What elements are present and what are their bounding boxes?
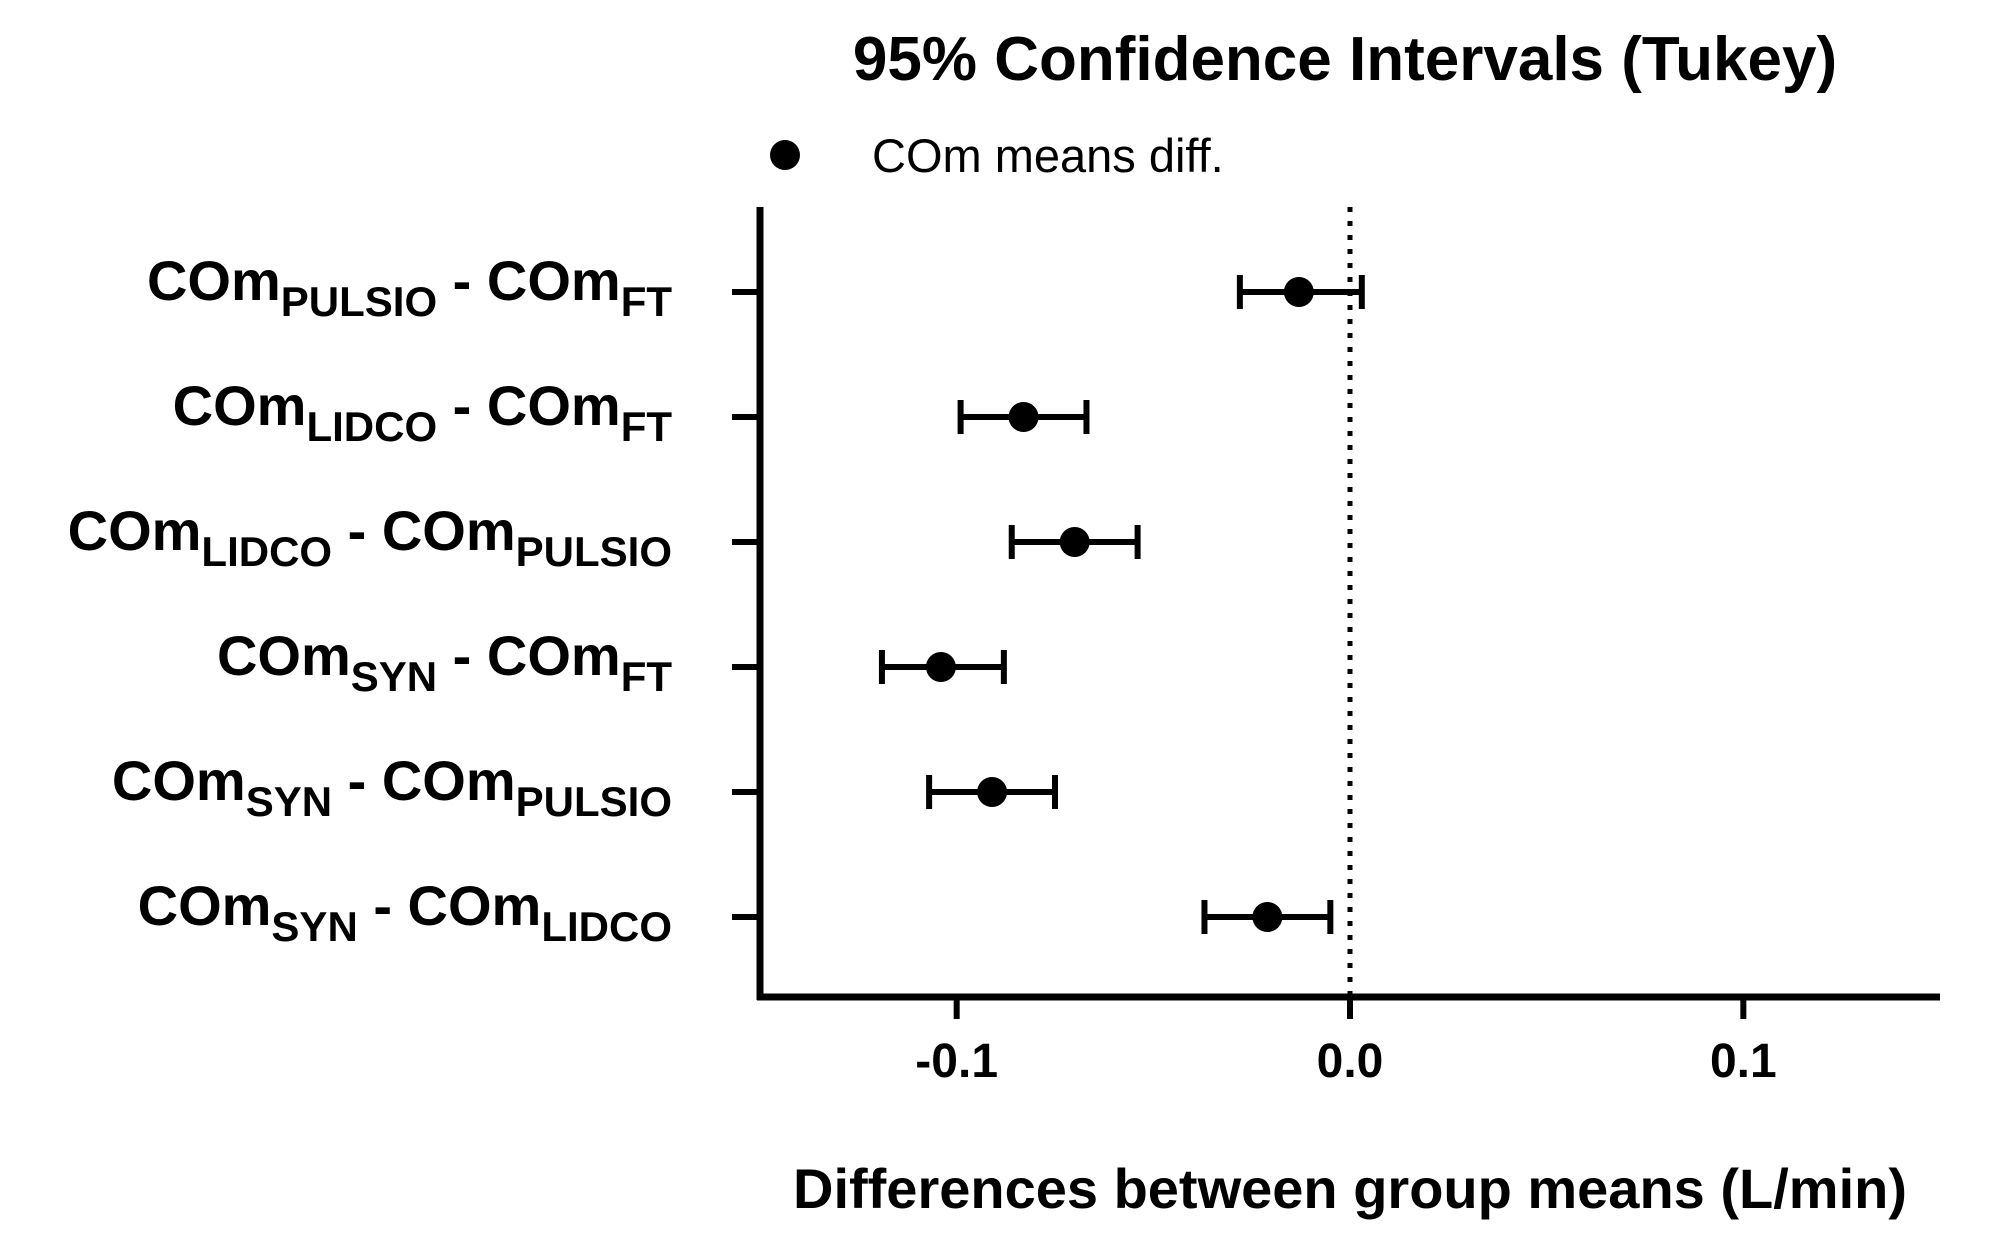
x-tick-label: -0.1 (915, 1035, 998, 1088)
row-label: COmPULSIO - COmFT (147, 249, 672, 325)
x-tick-label: 0.0 (1317, 1035, 1384, 1088)
row-label-subscript: SYN (271, 903, 357, 950)
row-label-subscript: LIDCO (541, 903, 672, 950)
row-label-subscript: LIDCO (306, 403, 437, 450)
row-label-subscript: FT (621, 653, 673, 700)
row-label: COmLIDCO - COmPULSIO (68, 499, 672, 575)
mean-point (925, 652, 956, 682)
row-label-part: - COm (332, 499, 516, 562)
row-label: COmSYN - COmLIDCO (138, 874, 672, 950)
chart-title: 95% Confidence Intervals (Tukey) (853, 25, 1837, 94)
row-label: COmSYN - COmFT (217, 624, 672, 700)
row-label-part: COm (173, 374, 307, 437)
row-label-part: COm (147, 249, 281, 312)
x-tick-label: 0.1 (1710, 1035, 1777, 1088)
row-label-part: - COm (437, 374, 621, 437)
row-label-part: COm (138, 874, 272, 937)
row-label-subscript: PULSIO (516, 528, 672, 575)
mean-point (1008, 402, 1039, 432)
row-label-part: - COm (437, 624, 621, 687)
x-axis-label: Differences between group means (L/min) (793, 1157, 1907, 1220)
row-label-part: COm (217, 624, 351, 687)
row-label-subscript: LIDCO (201, 528, 332, 575)
row-label-part: - COm (358, 874, 542, 937)
mean-point (1252, 902, 1283, 932)
row-label-part: - COm (437, 249, 621, 312)
row-label-part: COm (112, 749, 246, 812)
row-label-subscript: SYN (351, 653, 437, 700)
legend-marker (770, 140, 800, 170)
row-label-subscript: SYN (246, 778, 332, 825)
row-label-subscript: PULSIO (281, 278, 437, 325)
row-label: COmLIDCO - COmFT (173, 374, 673, 450)
row-label-subscript: FT (621, 278, 673, 325)
legend: COm means diff. (770, 129, 1224, 182)
mean-point (1059, 527, 1090, 557)
row-label-subscript: FT (621, 403, 673, 450)
legend-label: COm means diff. (872, 129, 1224, 182)
row-label: COmSYN - COmPULSIO (112, 749, 672, 825)
row-label-subscript: PULSIO (516, 778, 672, 825)
mean-point (1283, 277, 1314, 307)
row-label-part: COm (68, 499, 202, 562)
row-label-part: - COm (332, 749, 516, 812)
mean-point (977, 777, 1008, 807)
